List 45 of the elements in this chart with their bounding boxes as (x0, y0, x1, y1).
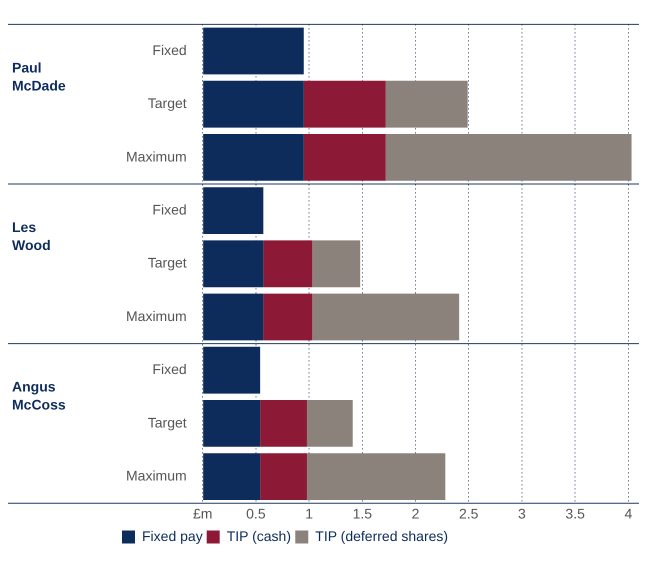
y-tick-label: Target (148, 95, 187, 112)
x-tick-label: 2 (412, 505, 420, 522)
bar (203, 28, 304, 74)
bar (203, 400, 260, 447)
y-tick-label: Target (148, 254, 187, 271)
y-tick-label: Maximum (126, 467, 187, 484)
bar (312, 240, 360, 288)
bar (260, 400, 307, 447)
text: Les Wood (12, 219, 51, 254)
x-tick-label: 2.5 (458, 505, 479, 522)
bar (203, 240, 264, 288)
y-tick-label: Target (148, 414, 187, 430)
bar (203, 294, 264, 340)
bar (386, 134, 632, 181)
bar (260, 453, 307, 500)
x-tick-label: 3.5 (565, 505, 586, 522)
y-tick-label: Fixed (152, 361, 187, 378)
y-tick-label: Maximum (126, 308, 187, 324)
x-tick-label: £m (192, 505, 212, 522)
text: Angus McCoss (12, 378, 66, 413)
bar (203, 187, 264, 234)
bar (304, 134, 386, 181)
x-tick-label: 3 (518, 505, 526, 522)
x-tick-label: 4 (624, 505, 632, 522)
bar (304, 80, 386, 128)
bar (203, 453, 260, 500)
legend-label: Fixed pay (142, 528, 203, 544)
bar (263, 240, 312, 288)
bar (203, 346, 260, 394)
bar (203, 80, 304, 128)
bar (386, 80, 468, 128)
x-tick-label: 1 (305, 505, 314, 522)
legend-label: TIP (cash) (226, 528, 292, 544)
y-tick-label: Maximum (126, 148, 187, 164)
x-tick-label: 1.5 (352, 505, 372, 522)
x-tick-label: 0.5 (246, 505, 266, 522)
y-tick-label: Fixed (152, 201, 187, 218)
bar (203, 134, 304, 181)
bar (306, 453, 446, 500)
bar (312, 294, 460, 340)
text: Paul McDade (12, 59, 66, 94)
bar (263, 294, 312, 340)
legend-label: TIP (deferred shares) (315, 528, 448, 544)
bar (306, 400, 353, 447)
y-tick-label: Fixed (152, 42, 187, 58)
